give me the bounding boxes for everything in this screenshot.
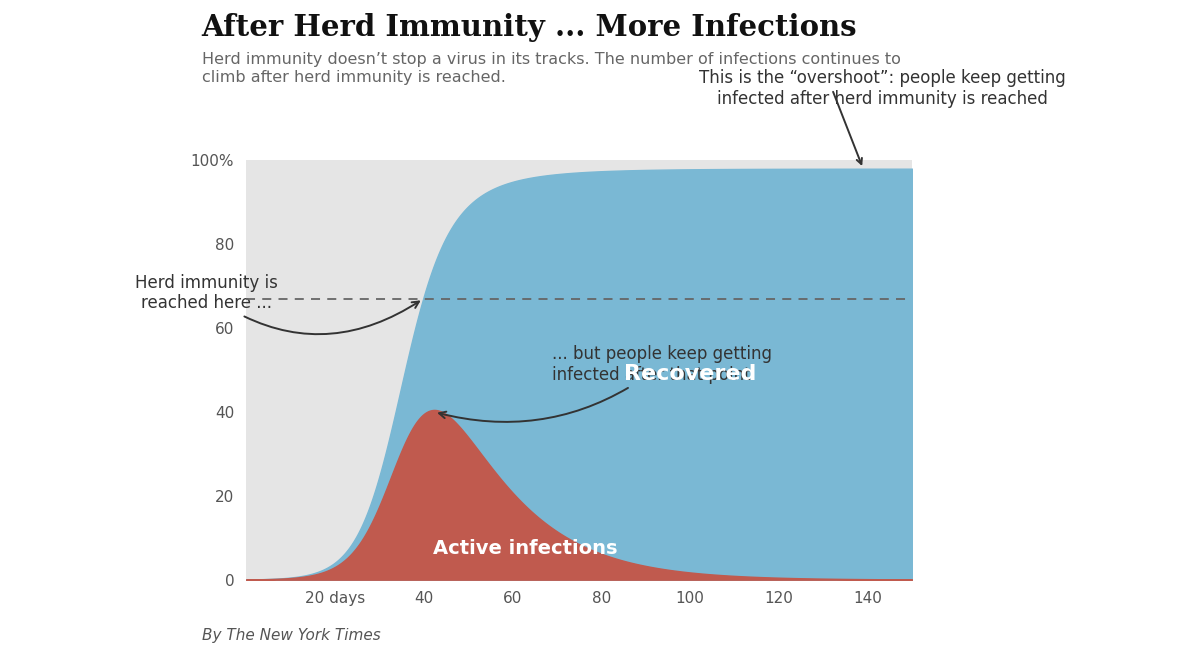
- Text: Recovered: Recovered: [624, 364, 756, 384]
- Text: This is the “overshoot”: people keep getting
infected after herd immunity is rea: This is the “overshoot”: people keep get…: [698, 69, 1066, 107]
- Text: After Herd Immunity ... More Infections: After Herd Immunity ... More Infections: [202, 13, 857, 42]
- Text: Active infections: Active infections: [433, 538, 618, 558]
- Text: By The New York Times: By The New York Times: [202, 628, 380, 643]
- Text: ... but people keep getting
infected after that point: ... but people keep getting infected aft…: [439, 345, 773, 422]
- Text: Herd immunity is
reached here ...: Herd immunity is reached here ...: [134, 274, 419, 334]
- Text: Herd immunity doesn’t stop a virus in its tracks. The number of infections conti: Herd immunity doesn’t stop a virus in it…: [202, 52, 900, 84]
